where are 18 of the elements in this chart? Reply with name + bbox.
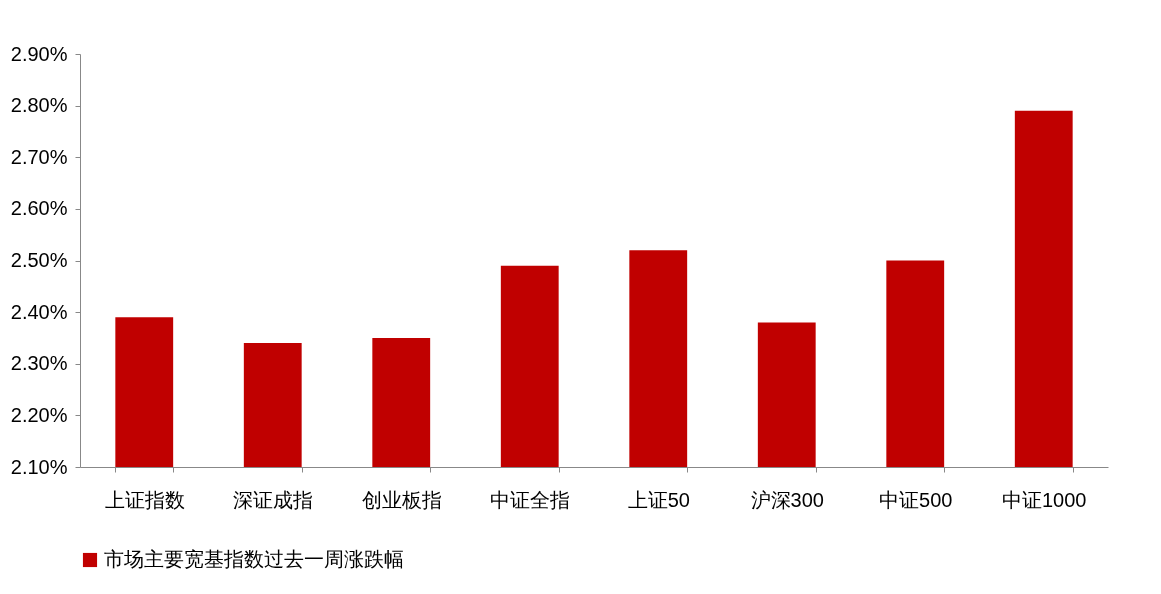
x-tick-label: 深证成指 [233,488,314,511]
legend-label: 市场主要宽基指数过去一周涨跌幅 [104,548,404,570]
y-tick-label: 2.10% [10,455,68,478]
y-tick-label: 2.90% [10,42,68,65]
y-tick-label: 2.70% [10,145,68,168]
y-tick-label: 2.40% [10,300,68,323]
y-tick-label: 2.20% [10,403,68,426]
x-tick-label: 沪深300 [750,488,824,511]
x-tick-label: 中证500 [879,488,953,511]
x-tick-label: 中证1000 [1002,488,1087,511]
y-tick-label: 2.80% [10,94,68,117]
x-tick-label: 创业板指 [361,488,442,511]
y-tick-label: 2.30% [10,352,68,375]
x-tick-label: 上证指数 [104,488,185,511]
x-tick-label: 中证全指 [490,488,571,511]
x-tick-label: 上证50 [627,488,690,511]
y-tick-label: 2.60% [10,197,68,220]
y-tick-label: 2.50% [10,249,68,271]
